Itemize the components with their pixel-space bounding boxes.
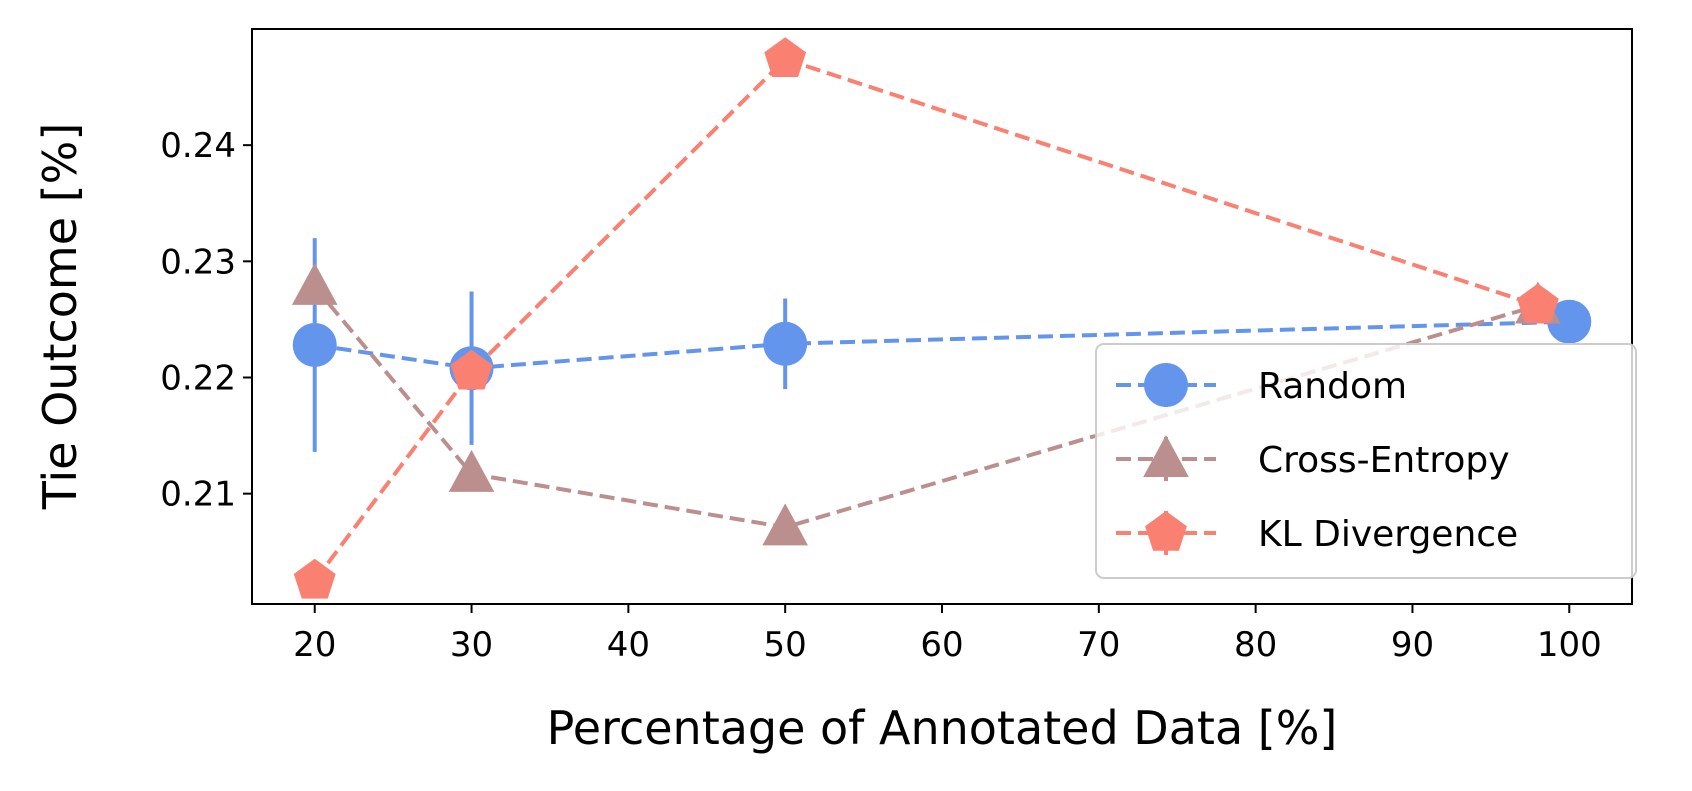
series-line bbox=[313, 56, 1539, 582]
series-kl-divergence bbox=[293, 37, 1559, 599]
data-point bbox=[291, 262, 338, 305]
y-tick-label: 0.21 bbox=[160, 475, 236, 515]
x-tick-label: 100 bbox=[1537, 625, 1602, 665]
data-point bbox=[764, 37, 807, 77]
y-tick-label: 0.22 bbox=[160, 358, 236, 398]
x-axis-ticks: 20 30 40 50 60 70 80 90 100 bbox=[293, 604, 1602, 665]
y-tick-label: 0.24 bbox=[160, 126, 236, 166]
legend-marker bbox=[1144, 363, 1188, 407]
data-point bbox=[762, 503, 808, 546]
legend-label: Cross-Entropy bbox=[1258, 440, 1510, 481]
data-point bbox=[1547, 299, 1592, 344]
legend-label: KL Divergence bbox=[1258, 514, 1518, 555]
legend-items: Random Cross-Entropy KL Divergence bbox=[1116, 363, 1518, 555]
data-point bbox=[1517, 283, 1559, 324]
x-tick-label: 60 bbox=[920, 625, 963, 665]
x-tick-label: 40 bbox=[607, 625, 650, 665]
legend-marker bbox=[1145, 511, 1187, 551]
x-tick-label: 80 bbox=[1234, 625, 1277, 665]
data-point bbox=[763, 321, 808, 366]
legend-entry: Cross-Entropy bbox=[1116, 435, 1510, 481]
y-axis-ticks: 0.21 0.22 0.23 0.24 bbox=[160, 126, 252, 515]
legend-entry: Random bbox=[1116, 363, 1407, 407]
legend-label: Random bbox=[1258, 366, 1407, 407]
x-tick-label: 70 bbox=[1077, 625, 1120, 665]
x-tick-label: 50 bbox=[764, 625, 807, 665]
y-tick-label: 0.23 bbox=[160, 242, 236, 282]
legend-frame bbox=[1095, 343, 1637, 579]
x-tick-label: 20 bbox=[293, 625, 336, 665]
x-axis-label: Percentage of Annotated Data [%] bbox=[547, 701, 1338, 755]
data-point bbox=[293, 558, 336, 599]
x-tick-label: 90 bbox=[1391, 625, 1434, 665]
data-point bbox=[448, 449, 495, 492]
y-axis-label: Tie Outcome [%] bbox=[33, 123, 87, 511]
legend-entry: KL Divergence bbox=[1116, 511, 1518, 555]
data-point bbox=[292, 322, 337, 367]
x-tick-label: 30 bbox=[450, 625, 493, 665]
legend-marker bbox=[1143, 435, 1189, 477]
plot-frame bbox=[251, 28, 1633, 605]
data-point bbox=[450, 349, 493, 390]
legend: Random Cross-Entropy KL Divergence bbox=[1095, 343, 1637, 579]
series-layer bbox=[291, 37, 1592, 599]
series-line bbox=[314, 319, 1570, 371]
